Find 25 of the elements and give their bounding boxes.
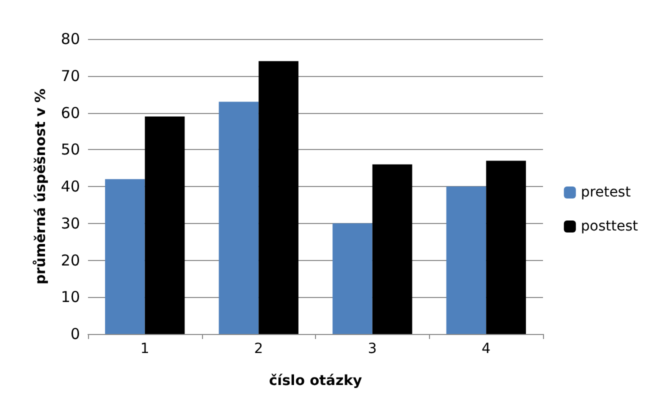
bar: [446, 186, 486, 334]
y-tick-label: 80: [60, 30, 80, 48]
y-tick-label: 10: [60, 288, 80, 306]
y-axis-title: průměrná úspěšnost v %: [32, 88, 49, 284]
y-tick-label: 30: [60, 214, 80, 232]
x-tick-label: 1: [140, 341, 150, 357]
bar: [372, 164, 412, 334]
y-tick-label: 50: [60, 140, 80, 159]
x-tick-label: 2: [254, 341, 264, 357]
y-tick-label: 40: [60, 178, 80, 196]
bar: [218, 102, 259, 334]
legend-label: posttest: [580, 218, 639, 234]
bar: [105, 179, 145, 334]
y-tick-label: 20: [60, 251, 80, 270]
y-tick-label: 60: [60, 104, 80, 122]
bar: [332, 223, 372, 334]
y-tick-label: 0: [70, 325, 80, 343]
bar: [258, 61, 298, 334]
bar: [486, 160, 526, 334]
y-tick-label: 70: [60, 66, 80, 85]
x-tick-label: 4: [482, 341, 491, 357]
legend-label: pretest: [580, 184, 632, 200]
x-axis-title: číslo otázky: [268, 373, 362, 389]
x-tick-label: 3: [368, 341, 377, 357]
bar: [144, 116, 185, 334]
